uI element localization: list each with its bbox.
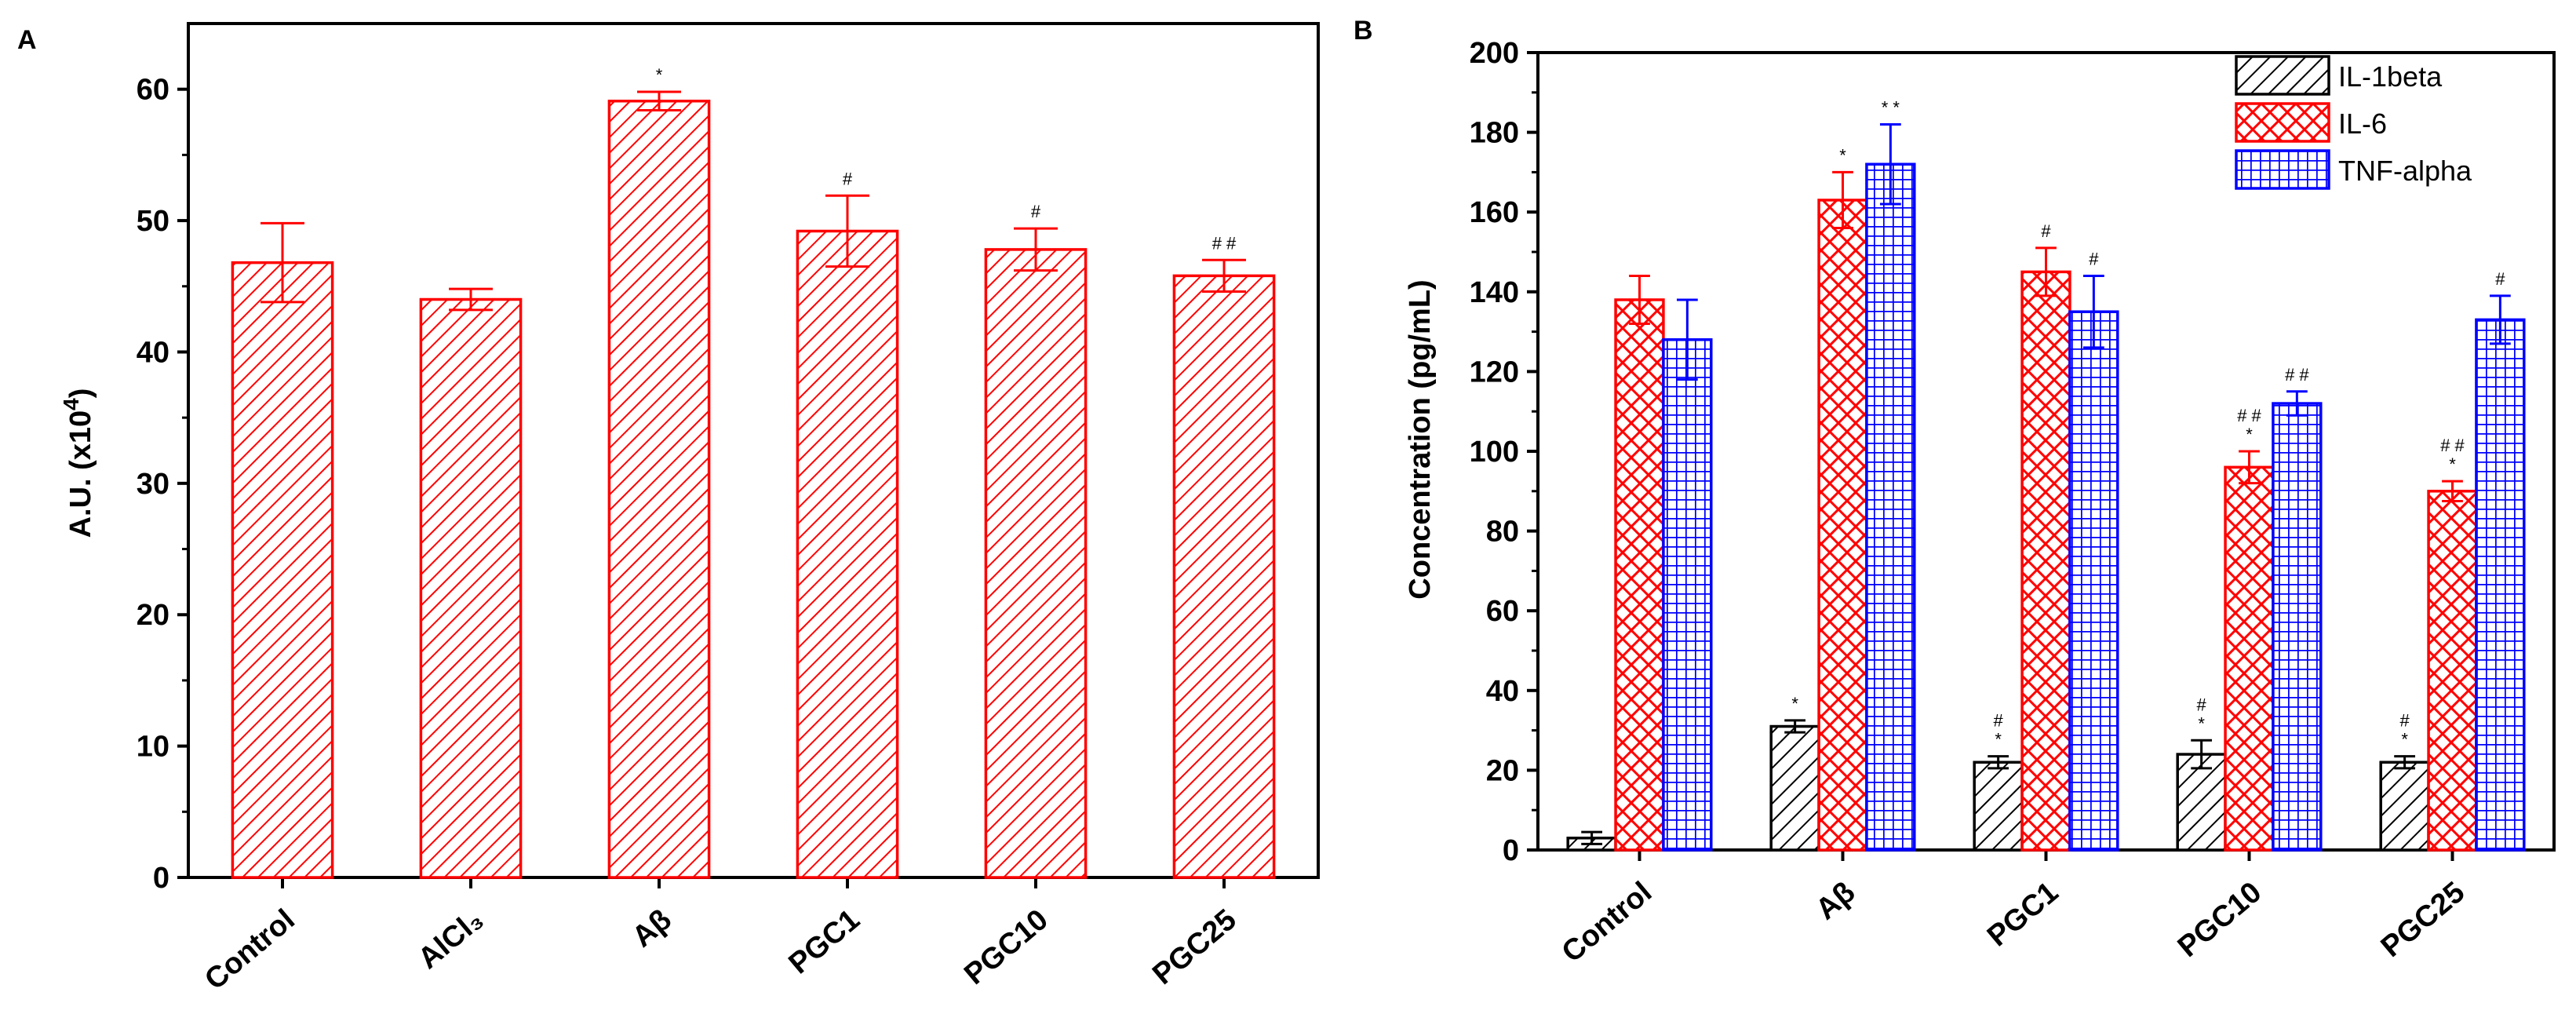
panel-b-significance-tnf-alpha-pgc1: # [2089,249,2099,268]
legend-label-tnf-alpha: TNF-alpha [2338,155,2472,187]
panel-b-bar-il-6-control [1614,298,1665,852]
panel-a-y-tick-label-10: 10 [137,731,169,764]
panel-b-significance-il-1beta-a: * [1791,694,1798,713]
panel-b-y-tick-label-40: 40 [1486,675,1519,708]
panel-b-legend: IL-1beta IL-6 TNF-alpha [2235,55,2472,190]
panel-b-bar-tnf-alpha-a [1865,162,1916,852]
panel-a-bars: * # # # # [231,65,1276,879]
panel-b-x-tick-label-control: Control [1556,876,1658,969]
panel-b-significance-il-6-pgc10-0: * [2246,425,2253,444]
panel-b-x-tick-label-a: Aβ [1809,876,1861,927]
panel-a-x-tick-label-alcl: AlCl₃ [412,903,490,976]
panel-b-significance-tnf-alpha-a: * * [1882,97,1900,117]
panel-b-significance-il-6-pgc10-1: # # [2237,406,2261,425]
panel-b-significance-il-1beta-pgc10-1: # [2197,695,2207,714]
legend-label-il-6: IL-6 [2338,108,2387,140]
panel-a: A A.U. (x104) 0 10 20 30 40 50 60 Control AlCl₃ A… [17,22,1320,997]
panel-a-x-tick-label-control: Control [199,903,301,997]
panel-b-significance-il-1beta-pgc1-1: # [1994,711,2004,731]
panel-a-bar-a-u-alcl [419,297,523,879]
panel-a-plot-frame [187,22,1320,879]
panel-b-y-tick-label-0: 0 [1503,834,1519,867]
panel-b-y-tick-label-180: 180 [1470,117,1519,150]
panel-b-y-tick-label-160: 160 [1470,196,1519,229]
panel-b-significance-il-1beta-pgc25-0: * [2401,730,2408,750]
panel-b-significance-il-1beta-pgc10-0: * [2198,713,2205,733]
panel-a-y-tick-label-50: 50 [137,205,169,238]
panel-b-bar-il-1beta-pgc1 [1973,761,2024,852]
panel-b-significance-il-1beta-pgc1-0: * [1995,730,2002,750]
panel-b-y-tick-label-20: 20 [1486,754,1519,787]
panel-b-significance-il-6-a: * [1839,145,1846,165]
panel-b-bar-tnf-alpha-pgc10 [2272,402,2323,852]
legend-label-il-1beta: IL-1beta [2338,60,2443,93]
panel-b-bar-tnf-alpha-pgc25 [2475,318,2526,852]
panel-b-y-axis-label: Concentration (pg/mL) [1404,279,1437,599]
panel-a-significance-a-u-pgc10: # [1031,202,1041,221]
panel-b-bar-il-6-pgc1 [2020,270,2071,852]
panel-b-significance-tnf-alpha-pgc10: # # [2285,365,2309,385]
panel-a-x-tick-label-pgc25: PGC25 [1146,903,1242,991]
legend-swatch-il-1beta [2235,55,2330,96]
panel-a-y-tick-label-0: 0 [153,862,169,895]
panel-b-bar-il-1beta-a [1769,724,1820,852]
panel-b-significance-il-6-pgc25-1: # # [2440,436,2465,455]
panel-b-bar-il-6-pgc10 [2224,465,2275,852]
panel-a-bar-a-u-pgc25 [1172,274,1276,879]
panel-a-significance-a-u-pgc1: # [843,169,853,188]
legend-swatch-il-6 [2235,102,2330,143]
panel-b-y-tick-label-140: 140 [1470,276,1519,309]
panel-a-x-tick-label-a: Aβ [626,903,678,954]
panel-b-y-tick-label-200: 200 [1470,37,1519,70]
legend-swatch-tnf-alpha [2235,149,2330,190]
panel-a-bar-a-u-pgc10 [984,248,1088,879]
panel-b-y-tick-label-80: 80 [1486,516,1519,549]
panel-b-bar-il-6-pgc25 [2427,490,2478,852]
panel-b-bar-tnf-alpha-control [1662,338,1713,852]
panel-b-bars: *** **###*#*# ## #*#*# ## [1566,97,2526,852]
panel-b-y-tick-label-60: 60 [1486,595,1519,628]
panel-b-significance-tnf-alpha-pgc25: # [2495,269,2505,289]
panel-a-x-tick-label-pgc1: PGC1 [783,903,866,981]
panel-b-significance-il-6-pgc1: # [2041,221,2051,241]
panel-b-significance-il-1beta-pgc25-1: # [2400,711,2410,731]
panel-b-bar-il-1beta-pgc25 [2379,761,2430,852]
panel-b-x-tick-label-pgc10: PGC10 [2172,876,2268,964]
panel-a-y-tick-label-20: 20 [137,599,169,632]
panel-a-y-tick-label-30: 30 [137,468,169,501]
panel-a-bar-a-u-pgc1 [796,229,899,879]
panel-b-letter: B [1354,16,1373,46]
panel-b-y-tick-label-100: 100 [1470,436,1519,469]
panel-a-y-tick-label-60: 60 [137,74,169,107]
panel-a-y-axis-label: A.U. (x104) [59,388,98,538]
panel-a-letter: A [17,25,37,55]
panel-a-bar-a-u-a [607,100,711,879]
panel-a-significance-a-u-pgc25: # # [1212,233,1237,253]
panel-b-x-tick-label-pgc1: PGC1 [1981,876,2064,954]
panel-a-y-tick-label-40: 40 [137,336,169,369]
panel-b-significance-il-6-pgc25-0: * [2449,454,2456,474]
panel-b-bar-tnf-alpha-pgc1 [2068,310,2119,852]
panel-a-significance-a-u-a: * [656,65,663,85]
panel-b: B Concentration (pg/mL) 0 20 40 60 80 100 120 1… [1354,16,2556,969]
panel-b-bar-il-6-a [1817,199,1868,852]
panel-b-y-tick-label-120: 120 [1470,356,1519,388]
panel-a-x-tick-label-pgc10: PGC10 [958,903,1054,991]
panel-a-bar-a-u-control [231,261,334,879]
panel-b-x-tick-label-pgc25: PGC25 [2375,876,2471,964]
